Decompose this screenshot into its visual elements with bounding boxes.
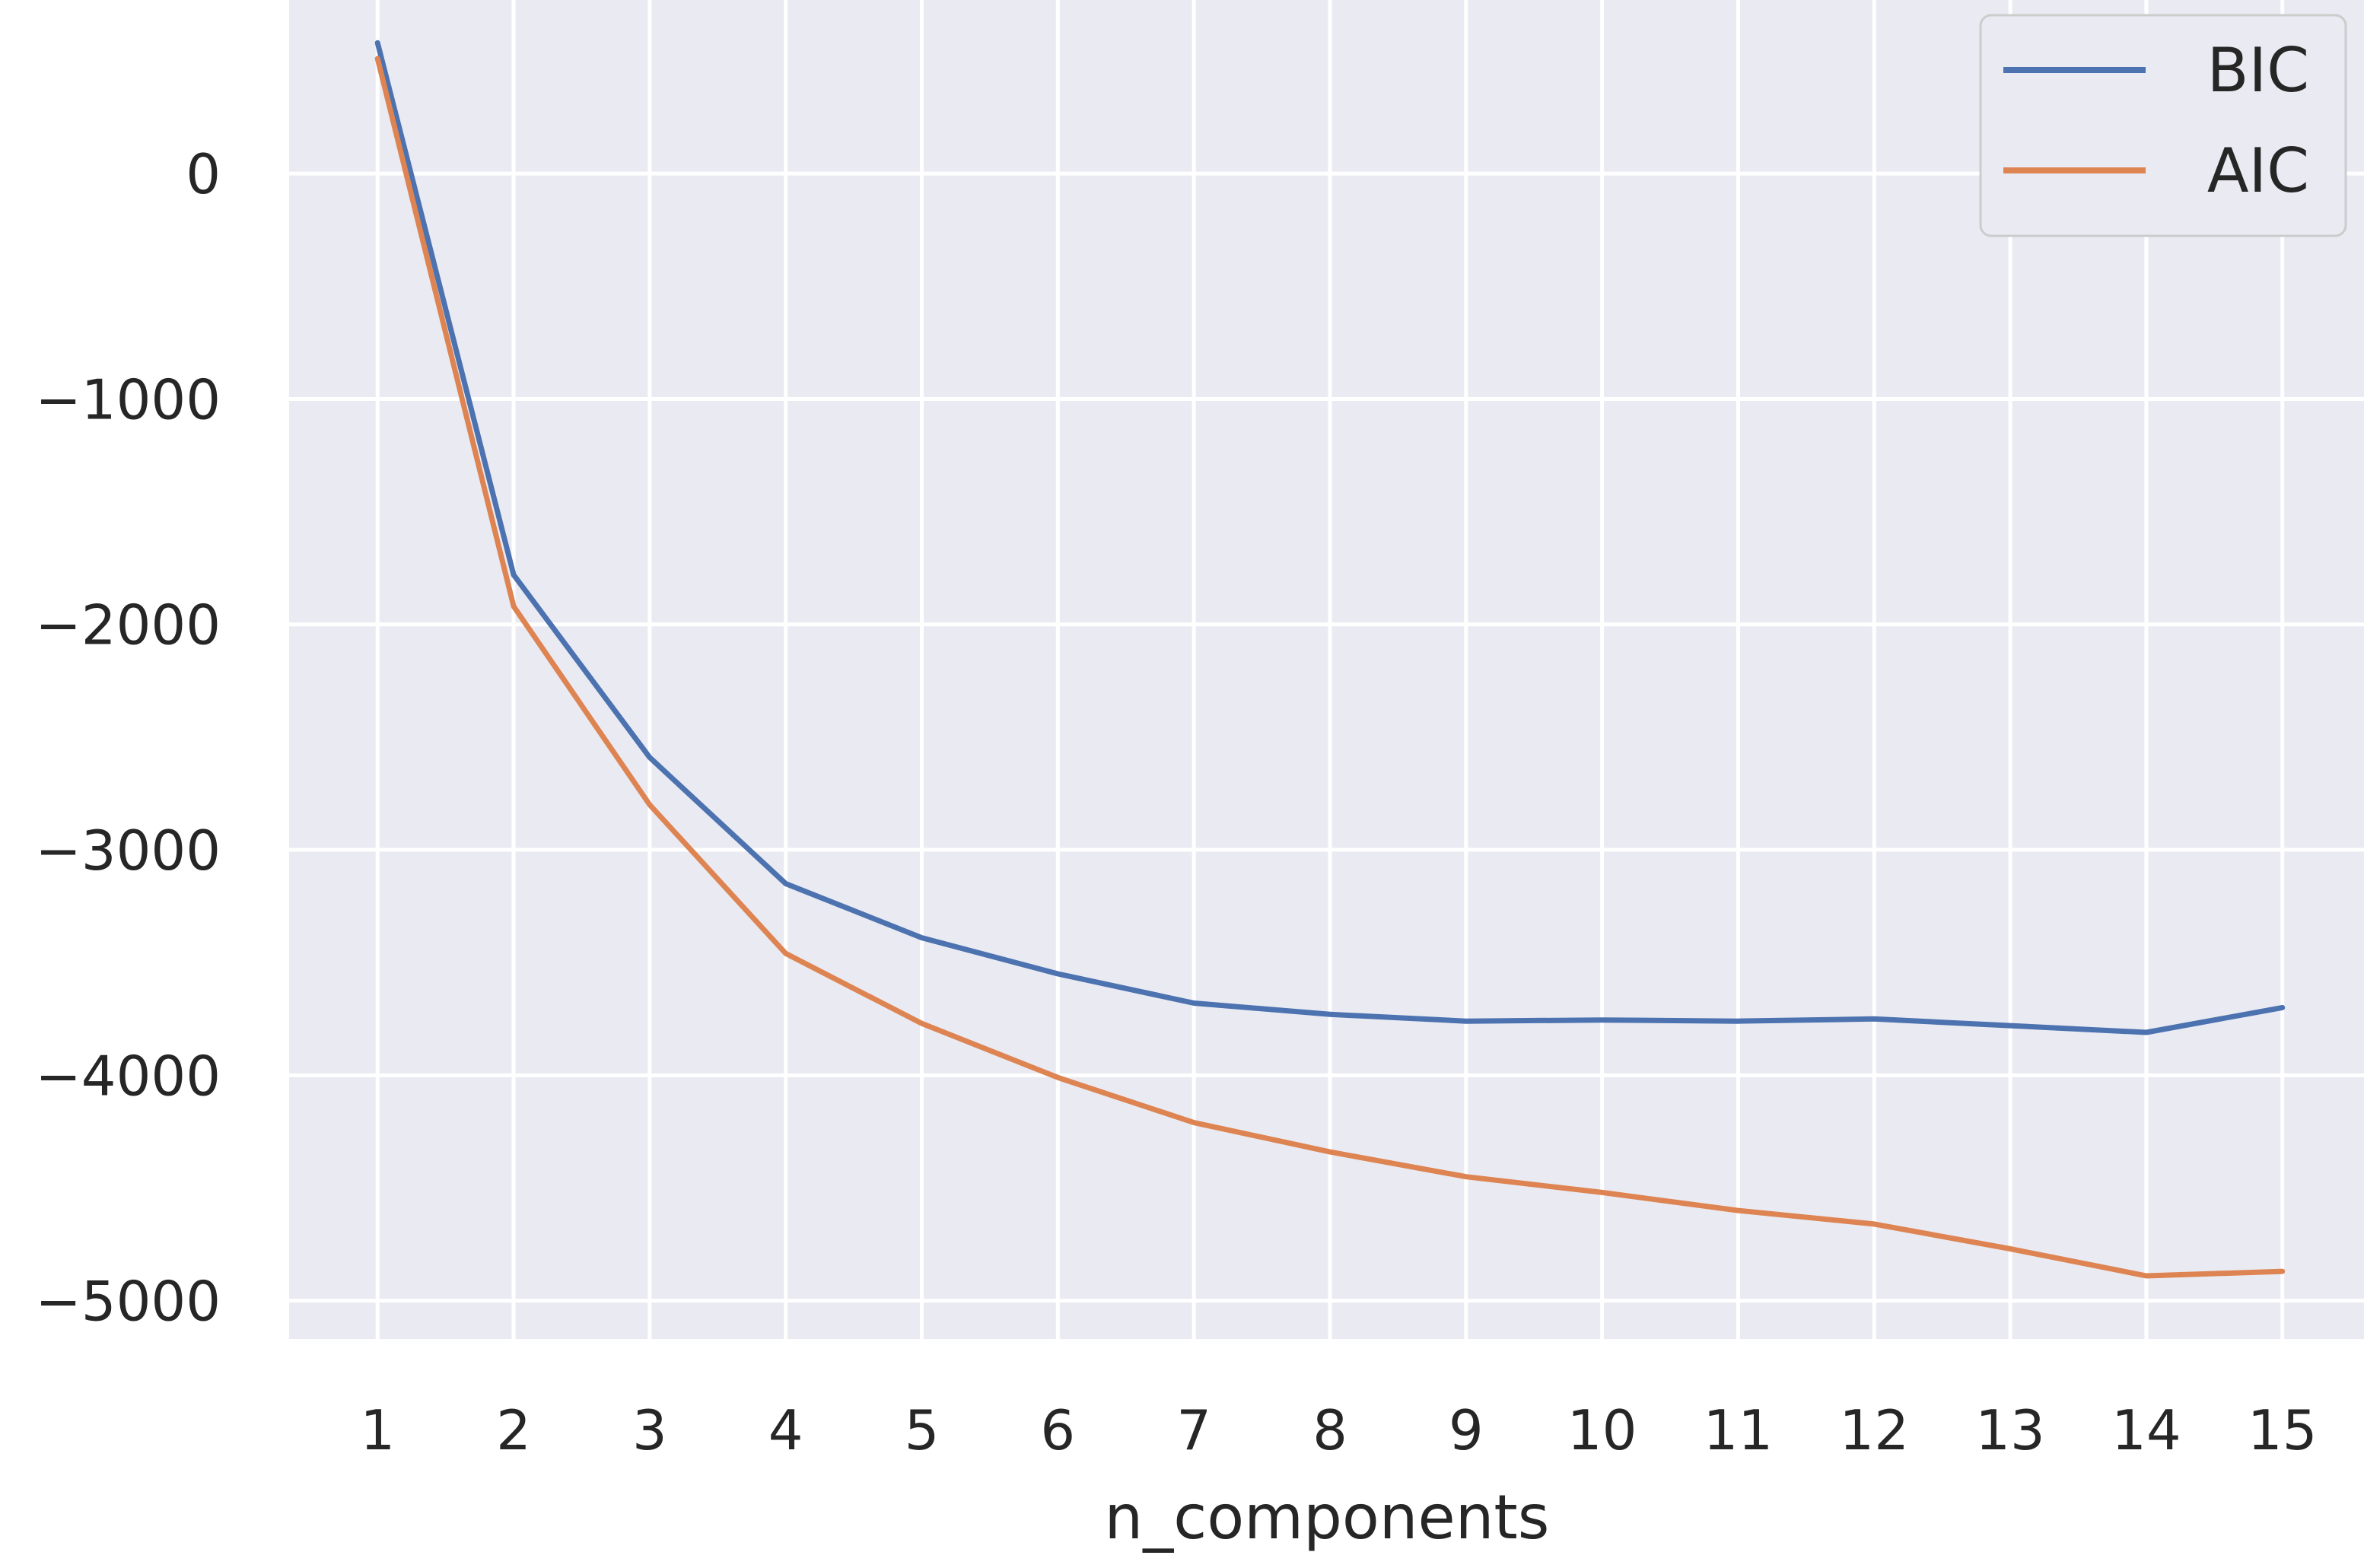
x-tick-label: 5 [905, 1398, 940, 1462]
x-axis-label: n_components [1105, 1482, 1550, 1553]
y-tick-label: 0 [186, 142, 221, 206]
y-tick-label: −2000 [35, 593, 221, 657]
x-tick-label: 12 [1839, 1398, 1909, 1462]
legend-label-aic: AIC [2207, 135, 2309, 206]
x-tick-labels: 1 2 3 4 5 6 7 8 9 10 11 12 13 14 15 [360, 1398, 2317, 1462]
x-tick-label: 6 [1040, 1398, 1075, 1462]
x-tick-label: 15 [2248, 1398, 2318, 1462]
y-tick-label: −3000 [35, 819, 221, 883]
x-tick-label: 14 [2111, 1398, 2181, 1462]
x-tick-label: 9 [1449, 1398, 1484, 1462]
y-tick-label: −1000 [35, 367, 221, 431]
series-line-aic [374, 56, 2286, 1279]
x-tick-label: 3 [632, 1398, 667, 1462]
series-lines [374, 40, 2286, 1279]
series-line-bic [374, 40, 2286, 1035]
y-tick-labels: 0 −1000 −2000 −3000 −4000 −5000 [35, 142, 221, 1333]
x-tick-label: 13 [1975, 1398, 2045, 1462]
x-tick-label: 1 [360, 1398, 395, 1462]
x-tick-label: 7 [1176, 1398, 1211, 1462]
x-tick-label: 8 [1312, 1398, 1347, 1462]
x-tick-label: 2 [496, 1398, 531, 1462]
legend: BIC AIC [1979, 14, 2347, 237]
grid-lines [289, 0, 2364, 1339]
y-tick-label: −5000 [35, 1270, 221, 1334]
x-tick-label: 4 [768, 1398, 803, 1462]
legend-label-bic: BIC [2207, 35, 2309, 106]
x-tick-label: 11 [1704, 1398, 1774, 1462]
y-tick-label: −4000 [35, 1044, 221, 1108]
x-tick-label: 10 [1567, 1398, 1637, 1462]
